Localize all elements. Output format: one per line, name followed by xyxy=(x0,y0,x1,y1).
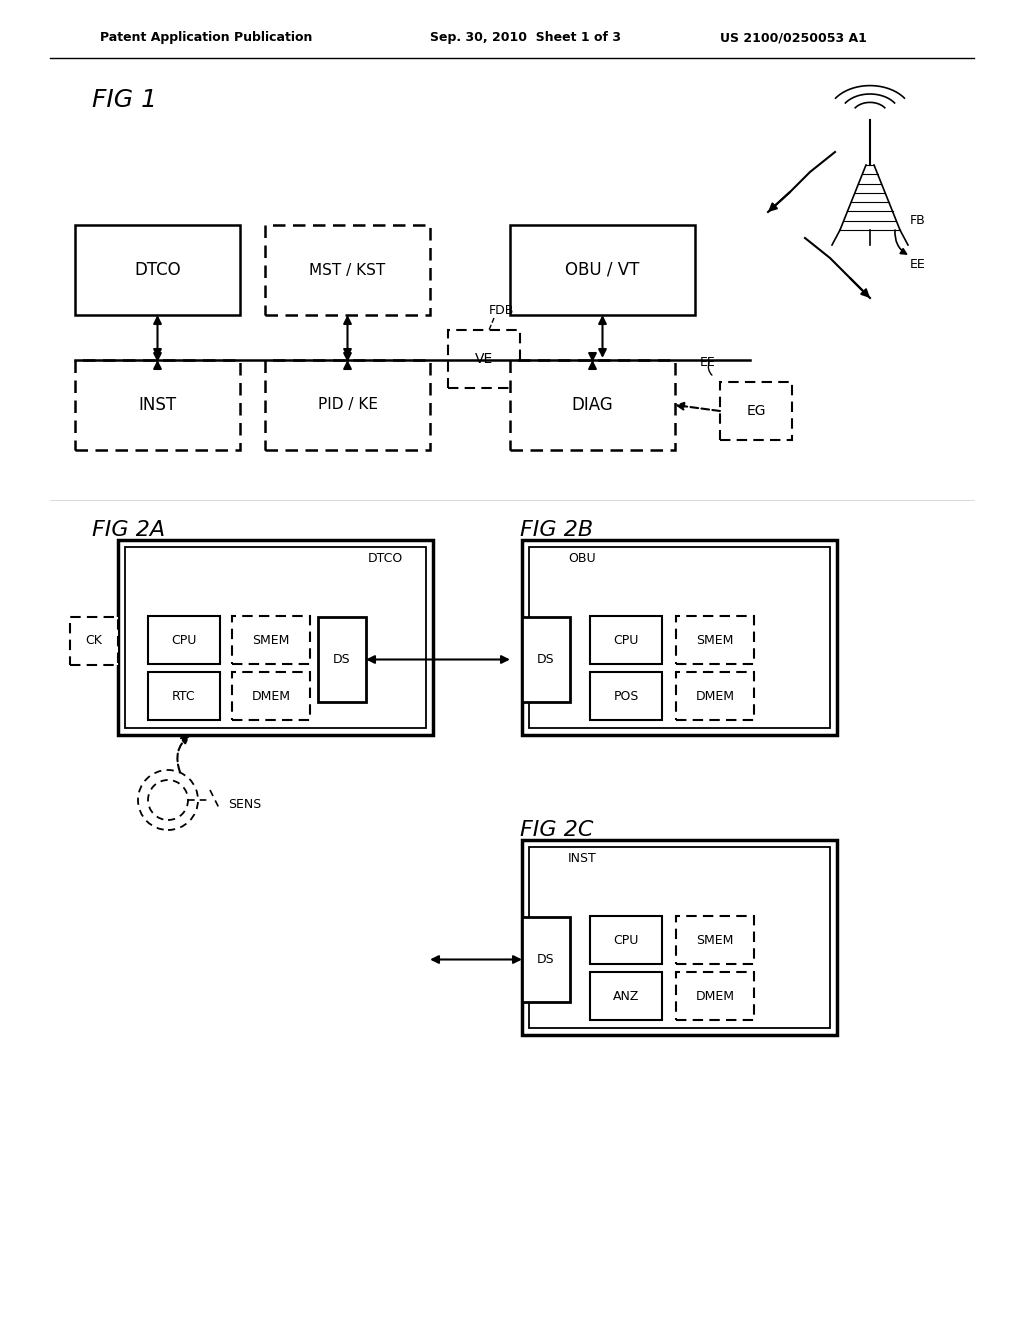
Text: CK: CK xyxy=(86,635,102,648)
Bar xyxy=(590,972,662,1020)
Text: INST: INST xyxy=(567,851,596,865)
Text: CPU: CPU xyxy=(613,634,639,647)
Text: DMEM: DMEM xyxy=(695,990,734,1002)
Bar xyxy=(510,360,675,450)
Text: Patent Application Publication: Patent Application Publication xyxy=(100,32,312,45)
Bar xyxy=(510,224,695,315)
Bar xyxy=(265,360,430,450)
Bar xyxy=(529,847,830,1028)
Text: FIG 2A: FIG 2A xyxy=(92,520,165,540)
Bar xyxy=(522,616,570,702)
Text: SMEM: SMEM xyxy=(696,933,733,946)
Text: ANZ: ANZ xyxy=(612,990,639,1002)
Bar xyxy=(590,916,662,964)
Bar xyxy=(676,616,754,664)
Text: INST: INST xyxy=(138,396,176,414)
Text: SMEM: SMEM xyxy=(252,634,290,647)
Bar xyxy=(232,672,310,719)
Text: DTCO: DTCO xyxy=(134,261,181,279)
Text: DS: DS xyxy=(538,653,555,667)
Text: FIG 2B: FIG 2B xyxy=(520,520,593,540)
Bar xyxy=(75,224,240,315)
Bar xyxy=(148,616,220,664)
Bar xyxy=(118,540,433,735)
Bar xyxy=(676,672,754,719)
Text: SMEM: SMEM xyxy=(696,634,733,647)
Text: PID / KE: PID / KE xyxy=(317,397,378,412)
Text: EG: EG xyxy=(746,404,766,418)
Text: CPU: CPU xyxy=(613,933,639,946)
Bar xyxy=(720,381,792,440)
Bar xyxy=(522,840,837,1035)
Text: RTC: RTC xyxy=(172,689,196,702)
Text: CPU: CPU xyxy=(171,634,197,647)
Bar xyxy=(125,546,426,729)
Text: EE: EE xyxy=(700,355,716,368)
Text: MST / KST: MST / KST xyxy=(309,263,386,277)
Bar xyxy=(676,916,754,964)
Text: DS: DS xyxy=(538,953,555,966)
Text: FDB: FDB xyxy=(489,304,514,317)
Text: OBU / VT: OBU / VT xyxy=(565,261,640,279)
Bar xyxy=(265,224,430,315)
Bar xyxy=(590,616,662,664)
Bar xyxy=(522,917,570,1002)
Text: DMEM: DMEM xyxy=(695,689,734,702)
Text: US 2100/0250053 A1: US 2100/0250053 A1 xyxy=(720,32,867,45)
Text: EE: EE xyxy=(910,259,926,272)
Bar xyxy=(318,616,366,702)
Bar xyxy=(232,616,310,664)
Text: FB: FB xyxy=(910,214,926,227)
Text: POS: POS xyxy=(613,689,639,702)
Text: VE: VE xyxy=(475,352,494,366)
Text: DTCO: DTCO xyxy=(368,552,403,565)
Text: DIAG: DIAG xyxy=(571,396,613,414)
Bar xyxy=(590,672,662,719)
Text: FIG 1: FIG 1 xyxy=(92,88,157,112)
Text: DS: DS xyxy=(333,653,351,667)
Bar xyxy=(676,972,754,1020)
Bar xyxy=(522,540,837,735)
Bar xyxy=(70,616,118,665)
Bar xyxy=(148,672,220,719)
Text: DMEM: DMEM xyxy=(252,689,291,702)
Text: SENS: SENS xyxy=(228,799,261,812)
Bar xyxy=(529,546,830,729)
Bar xyxy=(449,330,520,388)
Text: FIG 2C: FIG 2C xyxy=(520,820,593,840)
Text: Sep. 30, 2010  Sheet 1 of 3: Sep. 30, 2010 Sheet 1 of 3 xyxy=(430,32,621,45)
Text: OBU: OBU xyxy=(568,552,596,565)
Bar xyxy=(75,360,240,450)
